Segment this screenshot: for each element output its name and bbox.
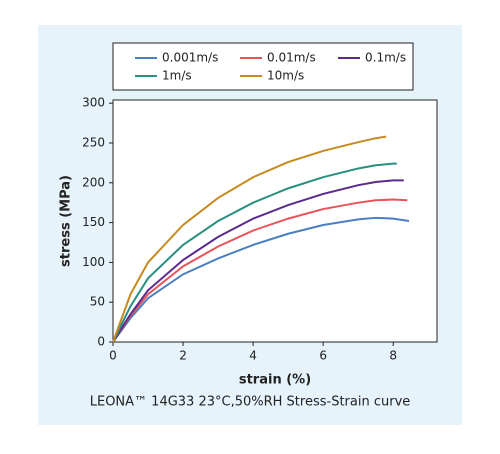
series-line <box>112 135 387 343</box>
x-tick-label: 4 <box>249 349 257 363</box>
y-tick-label: 250 <box>82 135 105 149</box>
x-tick-label: 0 <box>109 349 117 363</box>
x-tick-label: 6 <box>319 349 327 363</box>
y-tick-label: 300 <box>82 96 105 110</box>
legend-label: 0.1m/s <box>365 51 406 65</box>
y-tick-label: 100 <box>82 255 105 269</box>
series-line <box>112 179 404 343</box>
legend-label: 0.01m/s <box>267 51 316 65</box>
y-tick-label: 200 <box>82 175 105 189</box>
x-axis-title: strain (%) <box>239 373 311 388</box>
series-line <box>112 162 397 343</box>
plot-area <box>112 99 438 343</box>
x-tick-label: 2 <box>179 349 187 363</box>
y-tick-label: 0 <box>97 335 105 349</box>
caption: LEONA™ 14G33 23°C,50%RH Stress-Strain cu… <box>90 395 411 410</box>
legend-label: 10m/s <box>267 69 304 83</box>
legend-label: 1m/s <box>162 69 192 83</box>
y-tick-label: 150 <box>82 215 105 229</box>
y-axis-title: stress (MPa) <box>59 175 74 267</box>
y-tick-label: 50 <box>90 295 105 309</box>
x-tick-label: 8 <box>389 349 397 363</box>
legend-box <box>112 42 414 91</box>
legend-label: 0.001m/s <box>162 51 218 65</box>
series-line <box>112 216 410 343</box>
series-line <box>112 198 408 343</box>
